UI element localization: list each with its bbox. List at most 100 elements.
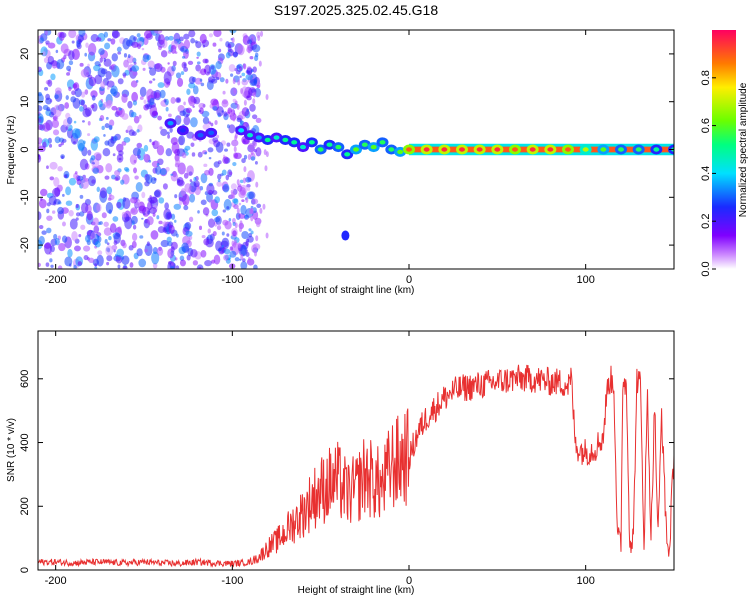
noise-blob bbox=[157, 226, 166, 234]
y-tick-label: -10 bbox=[19, 189, 31, 205]
noise-blob bbox=[170, 171, 178, 182]
noise-blob bbox=[239, 179, 244, 184]
noise-blob bbox=[202, 44, 206, 48]
noise-blob bbox=[46, 165, 49, 169]
signal-point bbox=[317, 147, 324, 152]
noise-blob bbox=[176, 179, 185, 187]
noise-blob bbox=[202, 116, 210, 125]
noise-blob bbox=[186, 165, 194, 177]
noise-blob bbox=[183, 66, 189, 72]
noise-blob bbox=[47, 55, 55, 65]
noise-blob bbox=[247, 256, 251, 263]
noise-blob bbox=[154, 92, 161, 99]
noise-blob bbox=[214, 196, 220, 204]
noise-blob bbox=[112, 153, 116, 157]
noise-blob bbox=[94, 74, 103, 85]
noise-blob bbox=[73, 120, 77, 124]
spectrogram-y-ticks: -20 -10 0 10 20 bbox=[19, 48, 674, 253]
noise-blob bbox=[174, 194, 178, 199]
noise-blob bbox=[242, 189, 246, 196]
noise-blob bbox=[160, 50, 168, 58]
noise-blob bbox=[57, 206, 65, 215]
noise-blob bbox=[178, 135, 186, 146]
noise-blob bbox=[241, 79, 249, 86]
noise-blob bbox=[38, 235, 45, 245]
noise-blob bbox=[265, 94, 269, 101]
noise-blob bbox=[233, 198, 239, 205]
noise-blob bbox=[105, 163, 113, 173]
noise-blob bbox=[202, 207, 210, 216]
noise-blob bbox=[46, 227, 52, 234]
noise-blob bbox=[38, 154, 41, 160]
noise-blob bbox=[240, 254, 244, 261]
noise-blob bbox=[139, 96, 144, 100]
noise-blob bbox=[257, 34, 261, 41]
noise-blob bbox=[208, 156, 212, 160]
noise-blob bbox=[233, 51, 238, 58]
noise-blob bbox=[178, 200, 182, 206]
noise-blob bbox=[222, 209, 226, 213]
signal-point bbox=[208, 130, 215, 135]
noise-blob bbox=[117, 264, 121, 269]
noise-blob bbox=[107, 99, 113, 107]
noise-blob bbox=[47, 79, 53, 87]
noise-blob bbox=[144, 248, 148, 253]
signal-point bbox=[406, 147, 412, 152]
noise-blob bbox=[133, 61, 137, 65]
snr-x-label: Height of straight line (km) bbox=[298, 585, 415, 596]
noise-blob bbox=[80, 178, 89, 190]
noise-blob bbox=[240, 88, 244, 95]
noise-blob bbox=[255, 181, 259, 188]
signal-point bbox=[476, 147, 483, 152]
noise-blob bbox=[104, 140, 110, 146]
noise-blob bbox=[175, 158, 181, 166]
noise-blob bbox=[183, 205, 189, 211]
signal-point bbox=[397, 149, 404, 155]
noise-blob bbox=[54, 237, 60, 246]
noise-blob bbox=[131, 232, 138, 242]
noise-blob bbox=[45, 93, 51, 101]
noise-blob bbox=[214, 217, 221, 223]
noise-blob bbox=[147, 60, 155, 68]
noise-blob bbox=[131, 240, 137, 249]
noise-blob bbox=[92, 217, 100, 227]
noise-blob bbox=[103, 221, 109, 227]
x-tick-label: 0 bbox=[406, 274, 412, 286]
noise-blob bbox=[241, 86, 249, 98]
noise-blob bbox=[149, 67, 157, 76]
noise-blob bbox=[117, 51, 122, 55]
noise-blob bbox=[251, 35, 255, 42]
noise-blob bbox=[38, 124, 44, 131]
noise-blob bbox=[191, 152, 196, 157]
noise-blob bbox=[243, 166, 247, 173]
noise-blob bbox=[103, 101, 108, 108]
noise-blob bbox=[117, 226, 122, 233]
noise-blob bbox=[152, 78, 156, 81]
noise-blob bbox=[65, 186, 72, 196]
noise-blob bbox=[245, 73, 254, 81]
signal-point bbox=[197, 132, 204, 138]
noise-blob bbox=[38, 118, 42, 123]
noise-blob bbox=[193, 176, 197, 182]
noise-blob bbox=[46, 107, 51, 112]
noise-blob bbox=[241, 158, 246, 164]
noise-blob bbox=[88, 175, 96, 187]
noise-blob bbox=[118, 150, 124, 156]
noise-blob bbox=[252, 210, 259, 220]
noise-blob bbox=[168, 35, 174, 41]
noise-blob bbox=[105, 201, 114, 214]
noise-blob bbox=[236, 179, 240, 186]
noise-blob bbox=[233, 146, 237, 153]
noise-blob bbox=[213, 30, 222, 38]
noise-blob bbox=[192, 260, 199, 266]
noise-blob bbox=[113, 240, 118, 246]
signal-point bbox=[582, 147, 589, 152]
noise-blob bbox=[233, 239, 237, 246]
noise-blob bbox=[186, 113, 189, 117]
noise-blob bbox=[221, 231, 225, 236]
noise-blob bbox=[103, 58, 112, 67]
signal-point bbox=[512, 147, 518, 152]
noise-blob bbox=[84, 89, 89, 95]
noise-blob bbox=[57, 265, 63, 269]
noise-blob bbox=[225, 52, 231, 59]
